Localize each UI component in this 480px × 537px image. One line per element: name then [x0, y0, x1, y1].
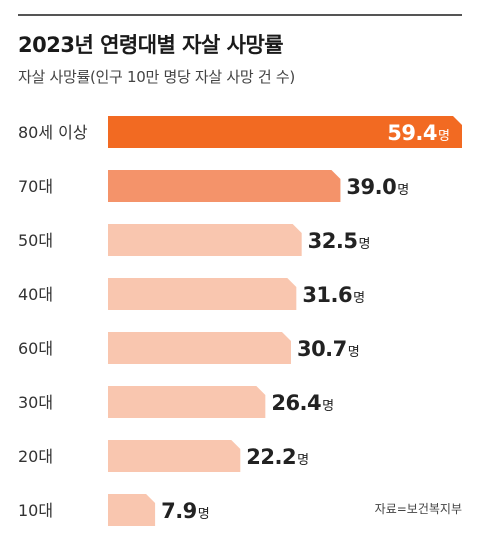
bar: [108, 116, 462, 148]
top-rule: [18, 14, 462, 16]
bar: [108, 440, 241, 472]
category-label: 30대: [18, 393, 53, 412]
value-label: 59.4명: [387, 121, 450, 145]
value-label: 7.9명: [161, 499, 210, 523]
bar: [108, 494, 156, 526]
value-label: 31.6명: [302, 283, 365, 307]
category-label: 20대: [18, 447, 53, 466]
category-label: 50대: [18, 231, 53, 250]
value-label: 22.2명: [246, 445, 309, 469]
bar: [108, 278, 297, 310]
chart-title: 2023년 연령대별 자살 사망률: [18, 33, 284, 57]
bar: [108, 170, 341, 202]
category-label: 10대: [18, 501, 53, 520]
category-label: 40대: [18, 285, 53, 304]
value-label: 26.4명: [271, 391, 334, 415]
value-label: 32.5명: [308, 229, 371, 253]
value-label: 30.7명: [297, 337, 360, 361]
category-label: 80세 이상: [18, 123, 88, 142]
value-label: 39.0명: [346, 175, 409, 199]
bar: [108, 332, 291, 364]
bar: [108, 224, 302, 256]
category-label: 70대: [18, 177, 53, 196]
category-label: 60대: [18, 339, 53, 358]
chart-subtitle: 자살 사망률(인구 10만 명당 자살 사망 건 수): [18, 68, 295, 86]
source-note: 자료=보건복지부: [374, 502, 462, 516]
bar: [108, 386, 266, 418]
